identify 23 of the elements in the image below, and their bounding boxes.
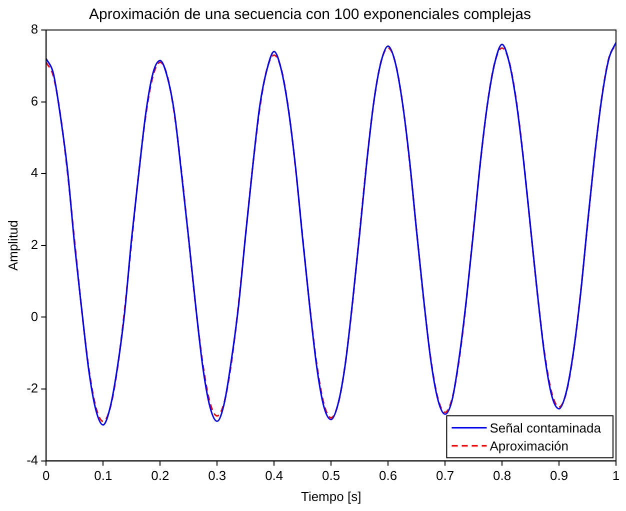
x-tick-label: 0.7 bbox=[436, 468, 454, 484]
x-tick-label: 0.8 bbox=[492, 468, 512, 484]
legend-label: Aproximación bbox=[490, 438, 568, 454]
x-tick-label: 1 bbox=[612, 468, 620, 484]
x-tick-label: 0.6 bbox=[379, 468, 398, 484]
x-tick-label: 0.2 bbox=[151, 468, 170, 484]
y-tick-label: -4 bbox=[26, 452, 38, 468]
x-tick-label: 0.4 bbox=[265, 468, 284, 484]
y-tick-label: 8 bbox=[30, 22, 38, 37]
x-axis-title: Tiempo [s] bbox=[300, 488, 362, 504]
y-tick-label: -2 bbox=[26, 380, 38, 396]
x-tick-label: 0.1 bbox=[94, 468, 112, 484]
x-tick-label: 0.3 bbox=[208, 468, 226, 484]
y-tick-label: 0 bbox=[30, 308, 38, 324]
y-axis-title: Amplitud bbox=[5, 220, 20, 271]
x-tick-label: 0.5 bbox=[322, 468, 340, 484]
chart-title: Aproximación de una secuencia con 100 exponenciales complejas bbox=[89, 6, 531, 24]
x-tick-label: 0 bbox=[42, 468, 50, 484]
legend-label: Señal contaminada bbox=[490, 420, 602, 436]
y-tick-label: 4 bbox=[30, 165, 38, 180]
y-tick-label: 6 bbox=[30, 93, 38, 108]
y-tick-label: 2 bbox=[30, 236, 38, 252]
x-tick-label: 0.9 bbox=[550, 468, 568, 484]
